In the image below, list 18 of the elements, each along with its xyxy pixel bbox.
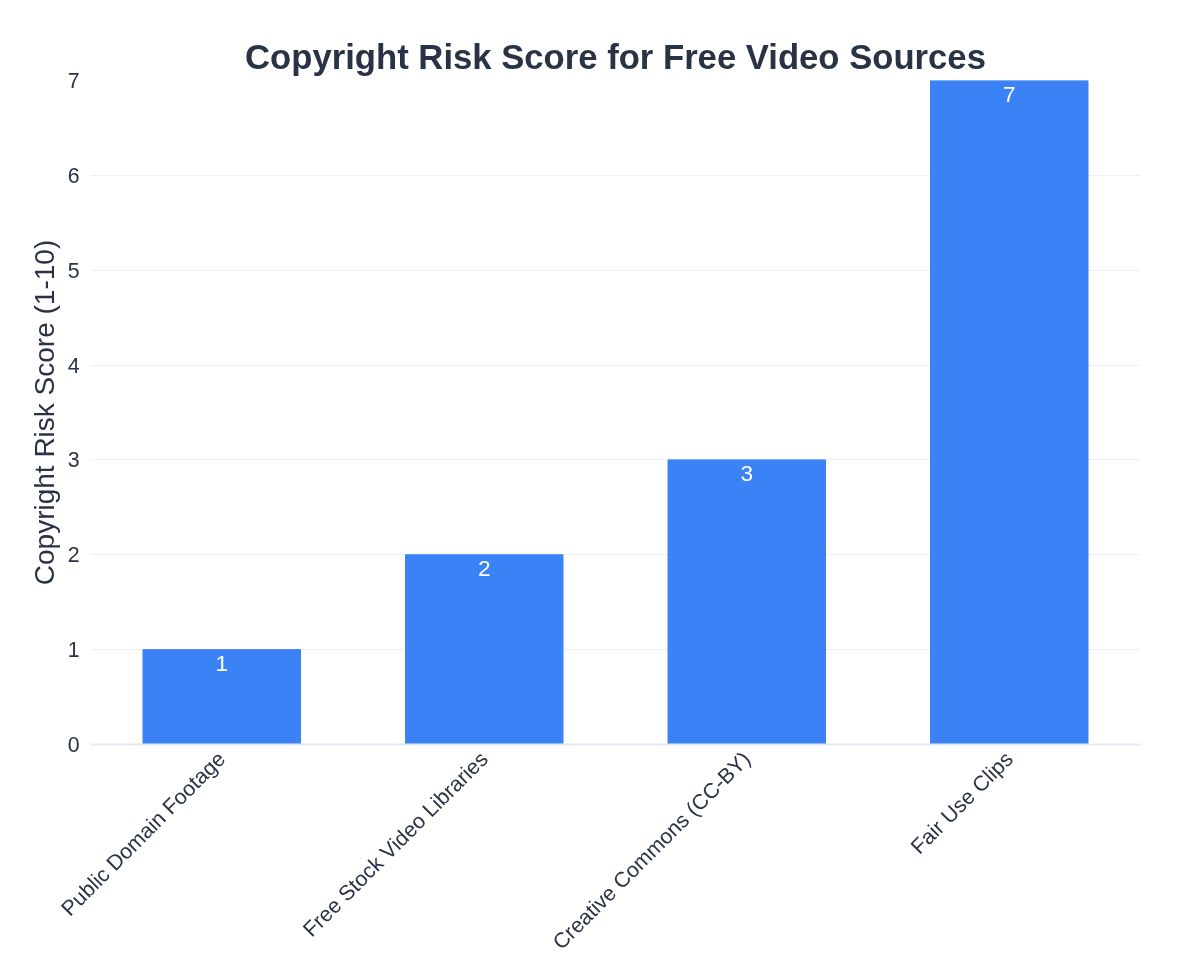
y-axis-title: Copyright Risk Score (1-10)	[28, 239, 60, 586]
y-tick-label: 6	[67, 163, 80, 188]
data-label: 3	[740, 459, 754, 486]
data-label: 2	[477, 554, 491, 581]
chart-title: Copyright Risk Score for Free Video Sources	[245, 37, 986, 76]
y-tick-label: 1	[67, 638, 80, 663]
data-label: 1	[215, 649, 229, 676]
bar	[142, 649, 301, 745]
y-tick-label: 2	[67, 543, 80, 568]
y-tick-label: 4	[67, 353, 80, 378]
bar	[930, 80, 1089, 745]
y-tick-label: 7	[67, 69, 80, 93]
bar	[667, 459, 826, 745]
y-tick-label: 5	[67, 258, 80, 283]
bar	[405, 554, 564, 745]
data-label: 7	[1002, 80, 1016, 107]
y-tick-label: 3	[67, 448, 80, 473]
y-tick-label: 0	[67, 733, 80, 757]
